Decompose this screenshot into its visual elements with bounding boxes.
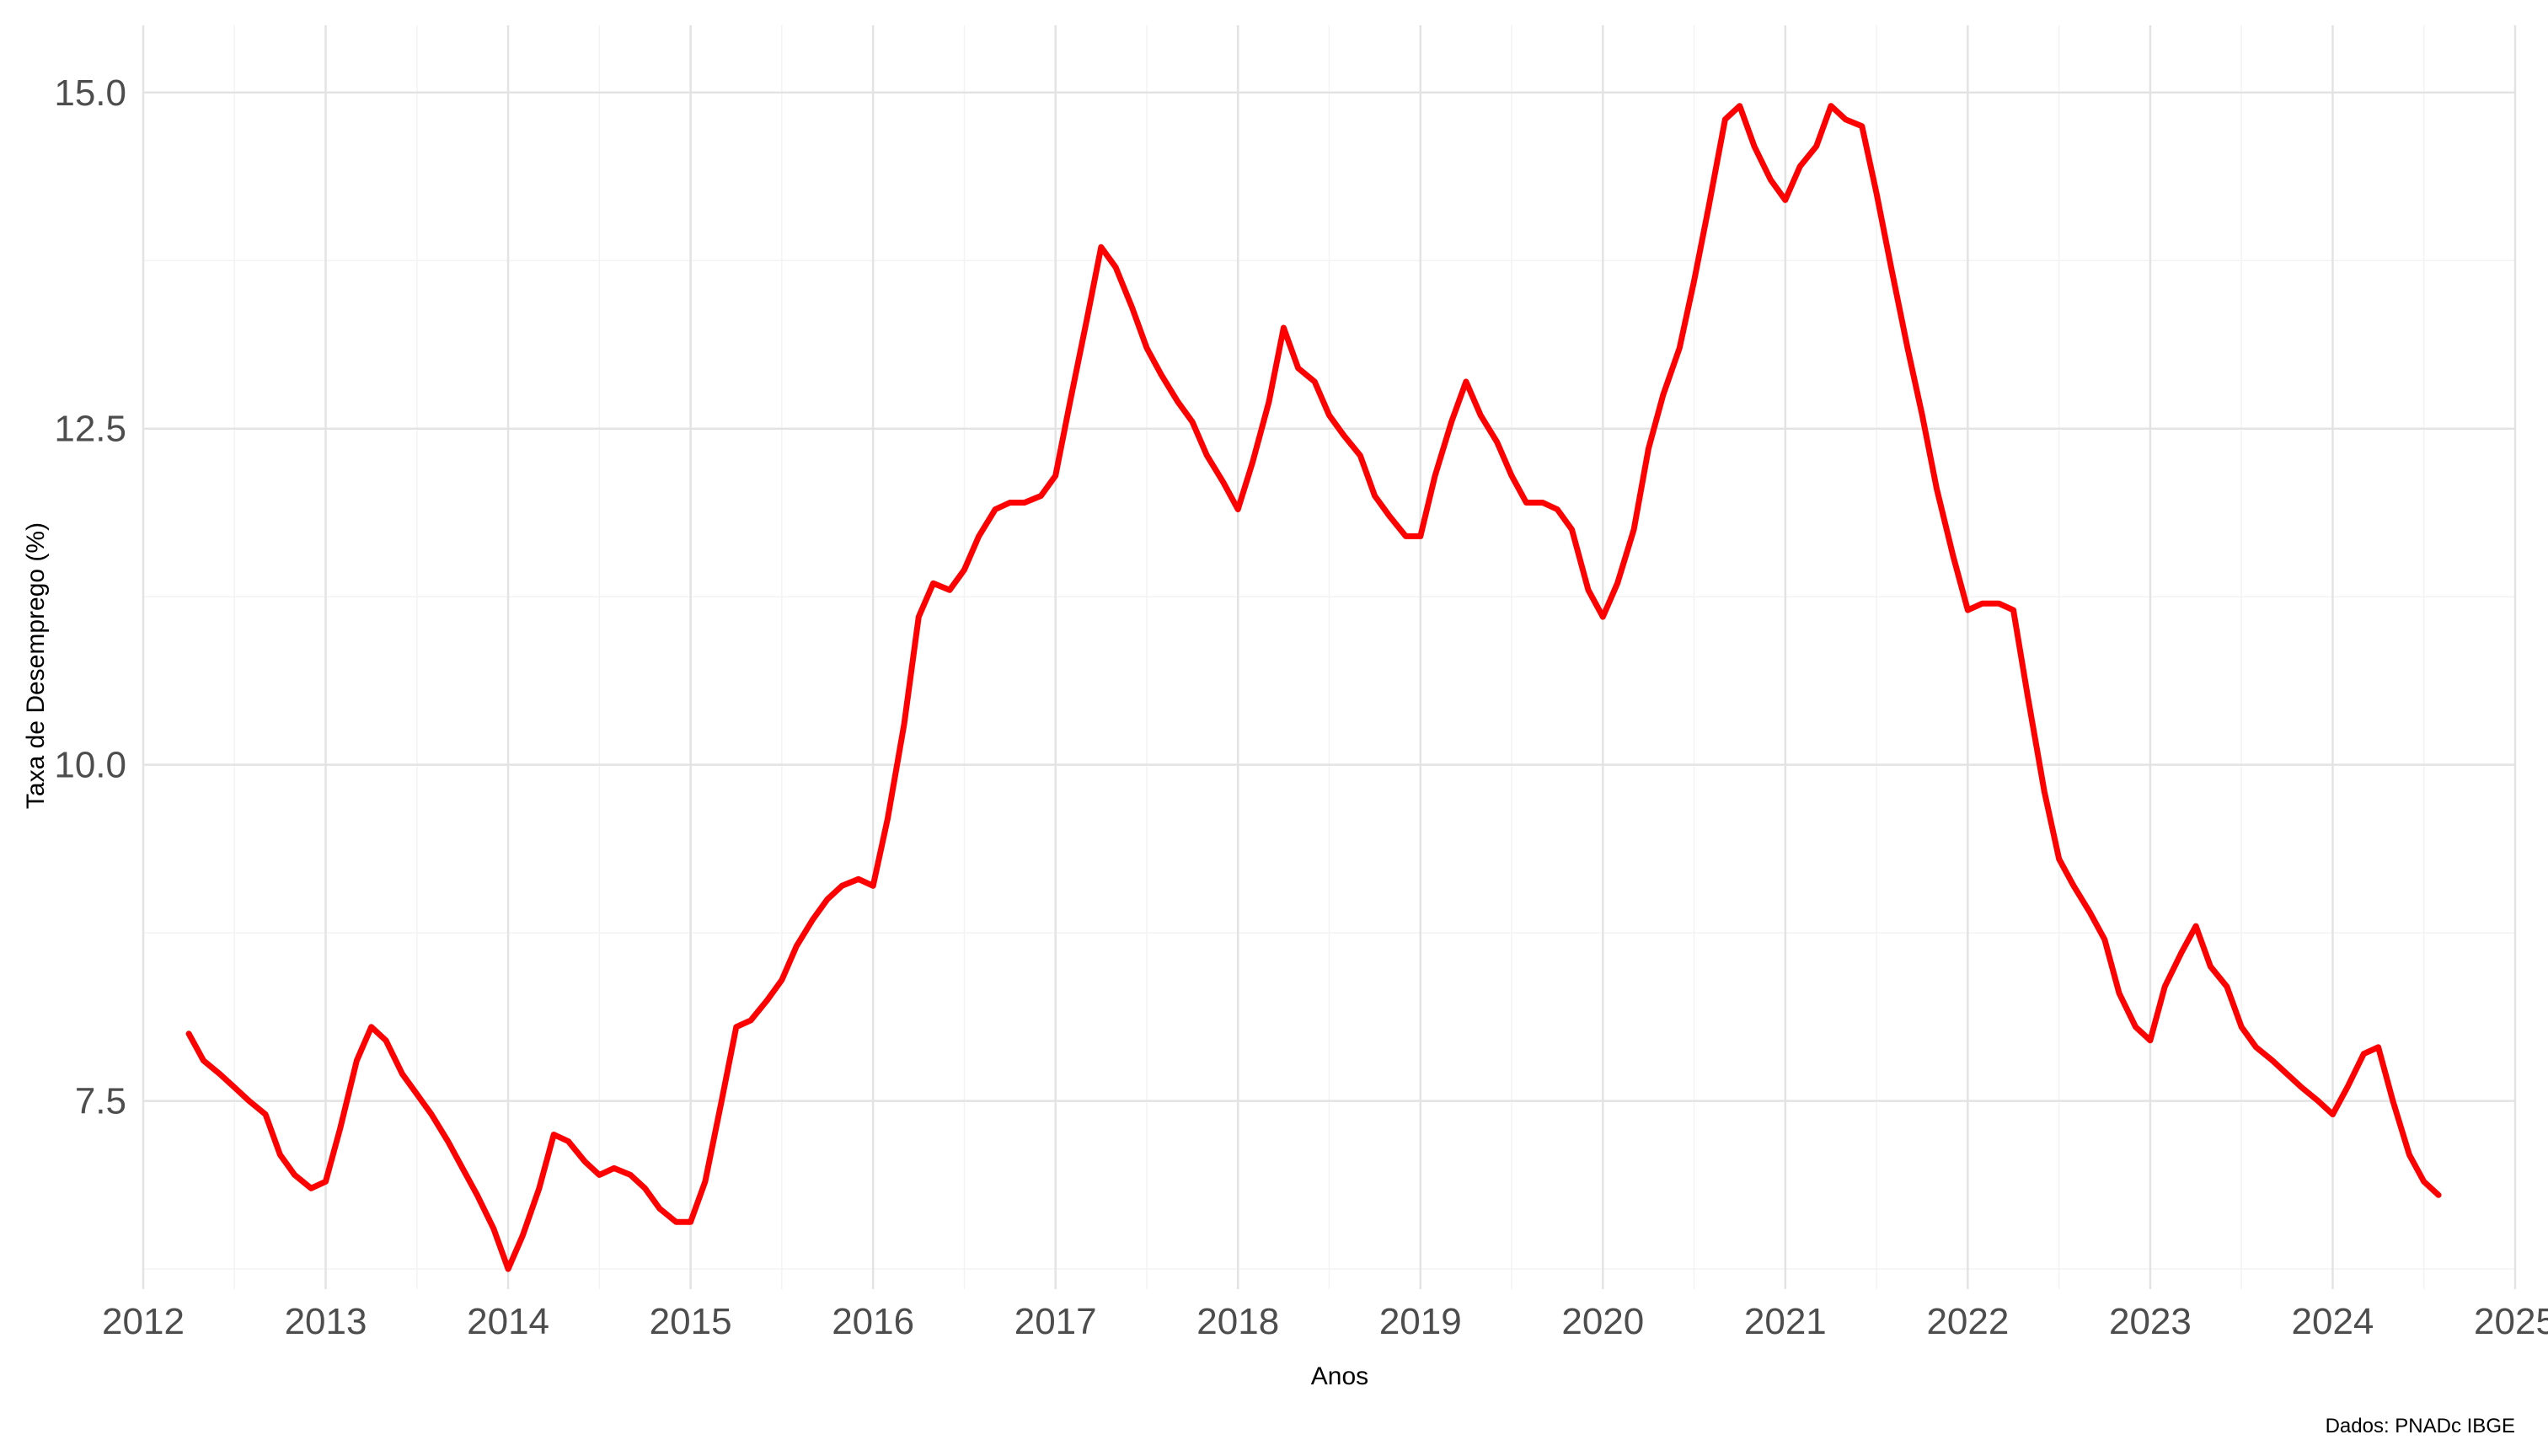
x-tick-label: 2022 [1926, 1301, 2009, 1342]
x-tick-label: 2013 [285, 1301, 367, 1342]
y-tick-label: 15.0 [54, 72, 126, 114]
y-tick-label: 12.5 [54, 409, 126, 450]
x-tick-label: 2021 [1744, 1301, 1827, 1342]
y-axis-title: Taxa de Desemprego (%) [22, 522, 50, 809]
x-tick-label: 2023 [2109, 1301, 2192, 1342]
x-tick-label: 2025 [2474, 1301, 2548, 1342]
y-tick-label: 10.0 [54, 745, 126, 786]
grid-lines [142, 25, 2517, 1289]
x-tick-label: 2018 [1196, 1301, 1279, 1342]
x-tick-label: 2014 [467, 1301, 549, 1342]
x-axis-title: Anos [1311, 1362, 1368, 1390]
x-tick-label: 2020 [1561, 1301, 1644, 1342]
series-layer [185, 103, 2442, 1272]
tick-labels: 7.5 10.0 12.5 15.0 2012 2013 2014 2015 2016 2017 2… [54, 72, 2548, 1342]
x-tick-label: 2024 [2292, 1301, 2374, 1342]
unemployment-rate-line [185, 103, 2442, 1272]
x-tick-label: 2012 [102, 1301, 185, 1342]
x-tick-label: 2017 [1014, 1301, 1097, 1342]
data-source-caption: Dados: PNADc IBGE [2326, 1415, 2515, 1437]
x-tick-label: 2019 [1379, 1301, 1462, 1342]
x-tick-label: 2016 [832, 1301, 914, 1342]
x-tick-label: 2015 [650, 1301, 732, 1342]
y-tick-label: 7.5 [75, 1081, 126, 1122]
